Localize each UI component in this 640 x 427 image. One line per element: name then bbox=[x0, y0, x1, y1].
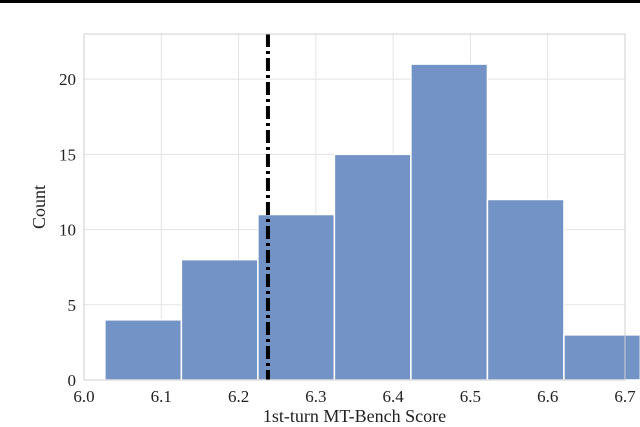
y-tick-label: 10 bbox=[59, 221, 76, 240]
plot-frame bbox=[83, 33, 626, 381]
x-axis-label: 1st-turn MT-Bench Score bbox=[263, 406, 446, 426]
x-tick-label: 6.2 bbox=[228, 387, 249, 406]
x-tick-label: 6.6 bbox=[537, 387, 558, 406]
histogram-bar bbox=[104, 319, 183, 381]
x-tick-label: 6.3 bbox=[305, 387, 326, 406]
histogram-bar bbox=[410, 63, 489, 381]
histogram-bar bbox=[563, 334, 640, 381]
histogram-bar bbox=[333, 153, 412, 381]
y-tick-label: 5 bbox=[68, 296, 77, 315]
x-tick-label: 6.4 bbox=[383, 387, 405, 406]
y-tick-labels: 0 5 10 15 20 bbox=[59, 70, 76, 390]
histogram-bar bbox=[180, 258, 259, 381]
x-tick-label: 6.0 bbox=[73, 387, 94, 406]
histogram-bar bbox=[486, 198, 565, 381]
x-tick-labels: 6.0 6.1 6.2 6.3 6.4 6.5 6.6 6.7 bbox=[73, 387, 636, 406]
histogram-bars bbox=[104, 63, 640, 381]
y-tick-label: 0 bbox=[68, 371, 77, 390]
x-tick-label: 6.5 bbox=[460, 387, 481, 406]
y-axis-label: Count bbox=[29, 185, 49, 229]
histogram-bar bbox=[257, 213, 336, 381]
top-border bbox=[0, 0, 640, 3]
x-tick-label: 6.1 bbox=[151, 387, 172, 406]
y-tick-label: 15 bbox=[59, 145, 76, 164]
y-tick-label: 20 bbox=[59, 70, 76, 89]
x-tick-label: 6.7 bbox=[614, 387, 636, 406]
